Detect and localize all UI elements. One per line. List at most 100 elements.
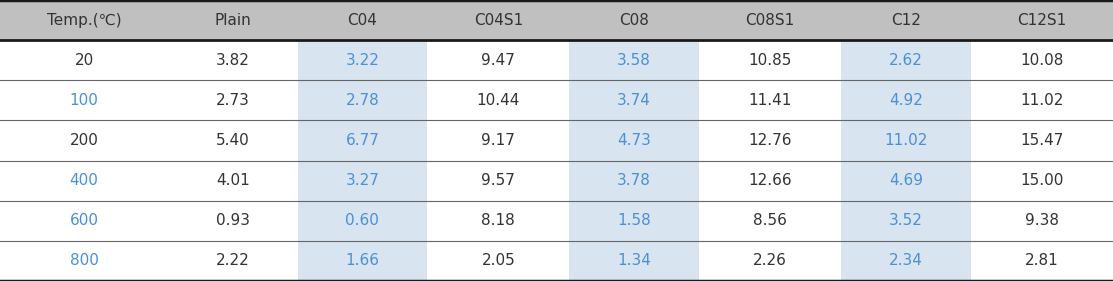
- Bar: [168, 121, 297, 160]
- Bar: [971, 201, 1113, 241]
- Text: 2.26: 2.26: [754, 253, 787, 268]
- Bar: [0, 201, 168, 241]
- Text: 11.02: 11.02: [884, 133, 927, 148]
- Text: 1.66: 1.66: [345, 253, 380, 268]
- Text: 4.69: 4.69: [889, 173, 923, 188]
- Text: 4.73: 4.73: [618, 133, 651, 148]
- Text: 2.05: 2.05: [482, 253, 515, 268]
- Bar: [570, 160, 699, 201]
- Bar: [971, 80, 1113, 121]
- Bar: [297, 80, 427, 121]
- Bar: [699, 80, 841, 121]
- Text: 11.41: 11.41: [748, 93, 791, 108]
- Text: C12: C12: [892, 13, 920, 28]
- Bar: [427, 160, 570, 201]
- Bar: [297, 201, 427, 241]
- Bar: [841, 40, 971, 80]
- Bar: [570, 201, 699, 241]
- Text: C04: C04: [347, 13, 377, 28]
- Text: 5.40: 5.40: [216, 133, 249, 148]
- Text: 600: 600: [70, 213, 99, 228]
- Bar: [0, 121, 168, 160]
- Bar: [971, 0, 1113, 40]
- Text: 2.73: 2.73: [216, 93, 250, 108]
- Text: 12.76: 12.76: [748, 133, 791, 148]
- Bar: [699, 201, 841, 241]
- Bar: [841, 201, 971, 241]
- Text: 2.78: 2.78: [345, 93, 380, 108]
- Bar: [168, 40, 297, 80]
- Text: 800: 800: [70, 253, 99, 268]
- Bar: [570, 80, 699, 121]
- Bar: [297, 160, 427, 201]
- Text: C08S1: C08S1: [746, 13, 795, 28]
- Text: 9.47: 9.47: [481, 53, 515, 68]
- Bar: [427, 40, 570, 80]
- Bar: [841, 80, 971, 121]
- Text: 4.01: 4.01: [216, 173, 249, 188]
- Text: 20: 20: [75, 53, 93, 68]
- Bar: [297, 121, 427, 160]
- Text: C12S1: C12S1: [1017, 13, 1066, 28]
- Bar: [427, 80, 570, 121]
- Text: 9.17: 9.17: [481, 133, 515, 148]
- Text: 2.81: 2.81: [1025, 253, 1058, 268]
- Bar: [0, 40, 168, 80]
- Bar: [168, 201, 297, 241]
- Bar: [570, 0, 699, 40]
- Text: 0.93: 0.93: [216, 213, 250, 228]
- Text: C04S1: C04S1: [474, 13, 523, 28]
- Text: 2.22: 2.22: [216, 253, 249, 268]
- Text: 10.08: 10.08: [1021, 53, 1064, 68]
- Bar: [570, 40, 699, 80]
- Bar: [168, 0, 297, 40]
- Text: 400: 400: [70, 173, 99, 188]
- Bar: [0, 160, 168, 201]
- Text: 15.47: 15.47: [1021, 133, 1064, 148]
- Bar: [971, 160, 1113, 201]
- Bar: [971, 40, 1113, 80]
- Text: 3.82: 3.82: [216, 53, 250, 68]
- Bar: [699, 0, 841, 40]
- Text: 15.00: 15.00: [1021, 173, 1064, 188]
- Text: Temp.(℃): Temp.(℃): [47, 13, 121, 28]
- Bar: [699, 121, 841, 160]
- Bar: [297, 241, 427, 281]
- Text: 4.92: 4.92: [889, 93, 923, 108]
- Bar: [168, 241, 297, 281]
- Text: 6.77: 6.77: [345, 133, 380, 148]
- Text: C08: C08: [619, 13, 649, 28]
- Bar: [841, 121, 971, 160]
- Text: 12.66: 12.66: [748, 173, 791, 188]
- Bar: [427, 0, 570, 40]
- Bar: [168, 160, 297, 201]
- Text: Plain: Plain: [215, 13, 252, 28]
- Bar: [297, 0, 427, 40]
- Text: 1.58: 1.58: [618, 213, 651, 228]
- Text: 2.34: 2.34: [889, 253, 923, 268]
- Text: 1.34: 1.34: [618, 253, 651, 268]
- Bar: [841, 0, 971, 40]
- Bar: [0, 80, 168, 121]
- Bar: [427, 121, 570, 160]
- Text: 9.57: 9.57: [481, 173, 515, 188]
- Text: 3.74: 3.74: [618, 93, 651, 108]
- Text: 3.52: 3.52: [889, 213, 923, 228]
- Text: 2.62: 2.62: [889, 53, 923, 68]
- Text: 8.56: 8.56: [754, 213, 787, 228]
- Text: 3.58: 3.58: [618, 53, 651, 68]
- Text: 8.18: 8.18: [482, 213, 515, 228]
- Text: 3.27: 3.27: [345, 173, 380, 188]
- Bar: [699, 40, 841, 80]
- Bar: [0, 0, 168, 40]
- Bar: [0, 241, 168, 281]
- Bar: [971, 121, 1113, 160]
- Text: 10.44: 10.44: [476, 93, 520, 108]
- Bar: [570, 121, 699, 160]
- Bar: [699, 241, 841, 281]
- Text: 3.22: 3.22: [345, 53, 380, 68]
- Bar: [427, 241, 570, 281]
- Bar: [699, 160, 841, 201]
- Text: 10.85: 10.85: [748, 53, 791, 68]
- Text: 11.02: 11.02: [1021, 93, 1064, 108]
